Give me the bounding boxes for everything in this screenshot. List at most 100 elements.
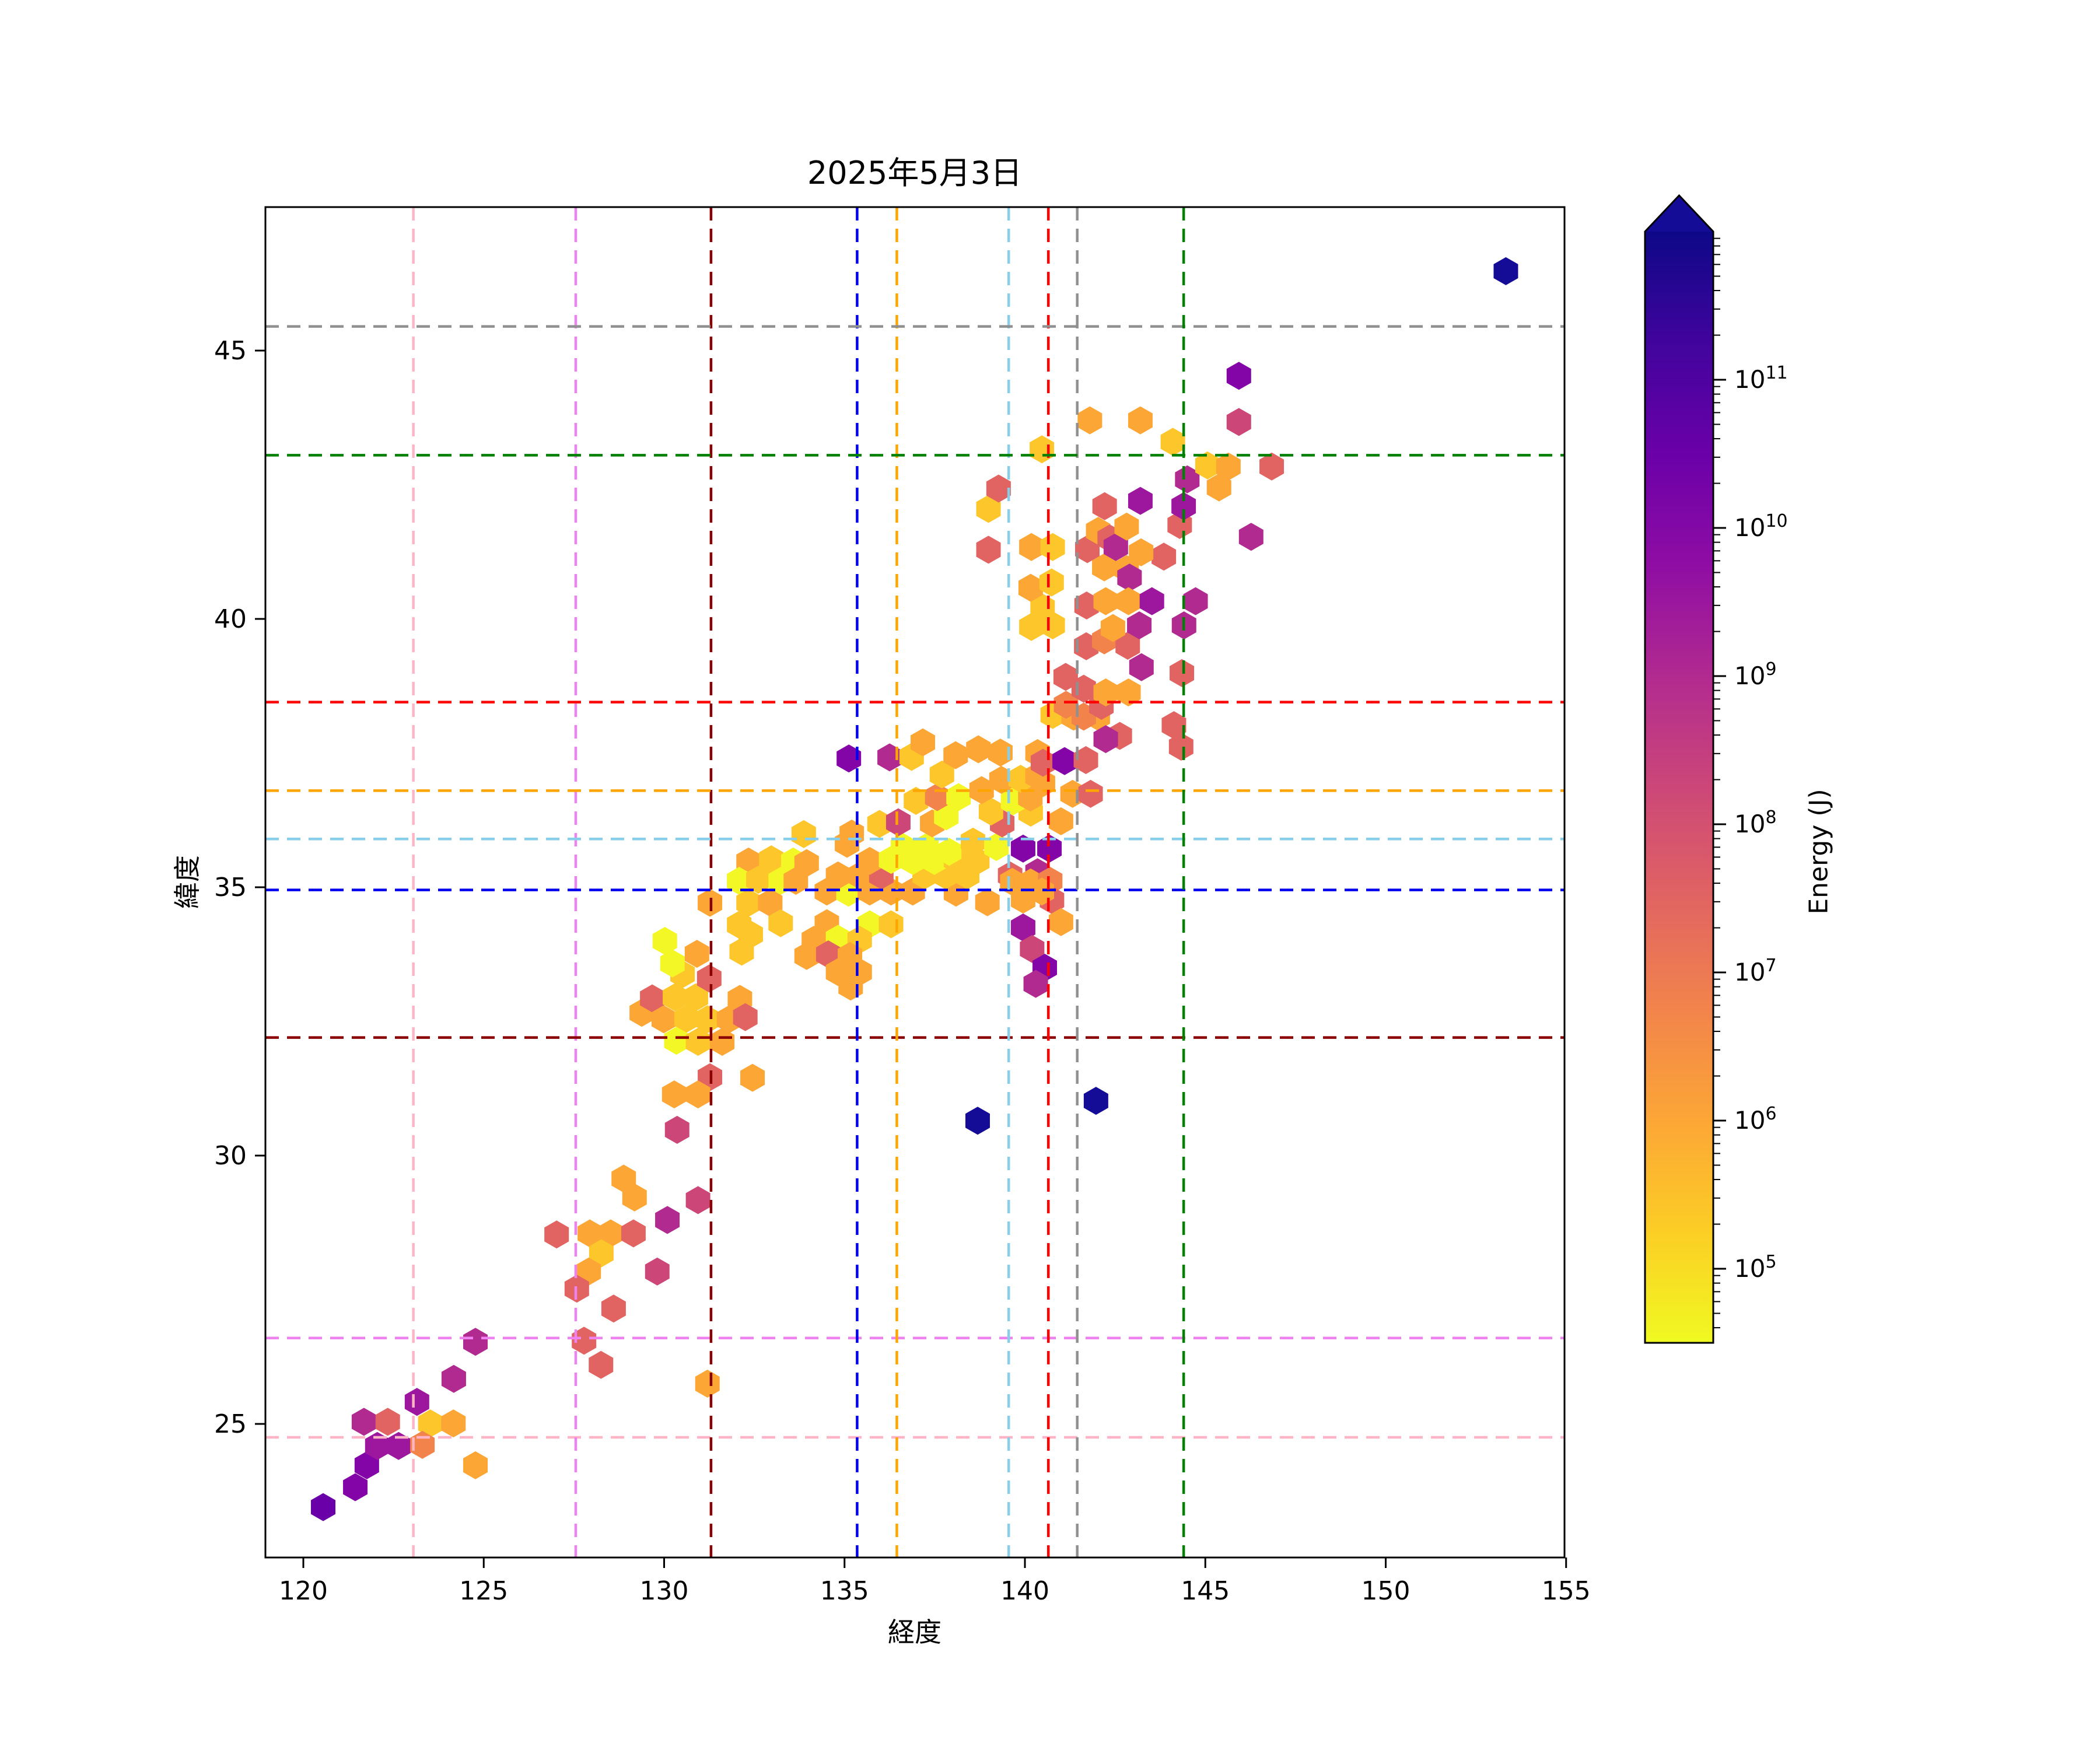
hex-bin: [1129, 653, 1154, 681]
hex-bin: [1195, 451, 1220, 480]
y-tick-label: 35: [214, 873, 247, 902]
hex-bin: [825, 861, 850, 890]
hex-bin: [736, 888, 761, 917]
hex-bin: [1127, 611, 1152, 640]
hex-bin: [1010, 834, 1035, 863]
hex-bin: [1117, 564, 1142, 592]
hex-bin: [1093, 587, 1118, 615]
colorbar-tick-label: 1011: [1734, 363, 1788, 394]
hex-bin: [727, 866, 752, 895]
hex-bin: [1175, 465, 1200, 494]
hex-bin: [685, 1027, 710, 1056]
hex-bin: [1161, 711, 1186, 740]
hex-bin: [1116, 678, 1141, 707]
hex-bin: [1019, 612, 1044, 641]
hex-bin: [1048, 807, 1073, 835]
hex-bin: [1018, 573, 1043, 602]
hex-bin: [1171, 492, 1196, 520]
hex-bin: [684, 940, 709, 968]
colorbar-label: Energy (J): [1804, 789, 1834, 915]
hex-bin: [910, 728, 935, 757]
hex-bin: [645, 1257, 670, 1286]
hex-bin: [463, 1451, 488, 1479]
hex-bin: [386, 1432, 411, 1460]
hex-bin: [858, 846, 883, 875]
hex-bin: [1259, 452, 1284, 481]
colorbar-tick-label: 107: [1734, 956, 1777, 986]
hex-bin: [601, 1294, 626, 1323]
hex-bin: [1103, 533, 1128, 561]
hex-bin: [710, 1027, 735, 1056]
hex-bin: [1114, 512, 1139, 541]
hex-bin: [867, 810, 892, 838]
hex-bin: [976, 536, 1001, 564]
colorbar-tick-label: 1010: [1734, 511, 1788, 542]
hex-bin: [794, 849, 819, 877]
hex-bin: [1083, 1087, 1108, 1115]
hex-bin: [1078, 779, 1103, 808]
hex-bin: [1128, 487, 1153, 515]
hex-bin: [695, 1005, 720, 1034]
hex-bin: [674, 1005, 699, 1033]
x-tick-label: 155: [1542, 1576, 1591, 1606]
hex-bin: [836, 744, 862, 773]
plot-frame: [264, 206, 1566, 1559]
hex-bin: [1020, 935, 1045, 963]
hex-bin: [1493, 257, 1518, 285]
hex-bin: [1037, 834, 1062, 863]
hex-bin: [733, 1003, 758, 1031]
hex-bin: [640, 984, 665, 1013]
hex-bin: [664, 1027, 689, 1055]
x-tick-label: 150: [1362, 1576, 1410, 1606]
hex-bin: [311, 1493, 336, 1521]
x-tick-label: 135: [820, 1576, 869, 1606]
x-tick-label: 140: [1000, 1576, 1049, 1606]
hex-bin: [1023, 970, 1048, 998]
colorbar-tick-label: 108: [1734, 807, 1777, 838]
y-tick-label: 30: [214, 1141, 247, 1171]
hex-bin: [1128, 406, 1153, 435]
hex-bin: [685, 1186, 710, 1214]
hex-bin: [463, 1328, 488, 1356]
hex-bin: [1040, 533, 1065, 561]
plot-contents: [265, 207, 1564, 1558]
hex-bin: [759, 845, 784, 874]
hex-bin: [1048, 908, 1073, 936]
hex-bin: [343, 1473, 368, 1502]
hex-bin: [904, 786, 929, 815]
hex-bin: [365, 1432, 390, 1460]
hex-bin: [578, 1219, 603, 1248]
hex-bin: [404, 1388, 429, 1416]
y-tick-label: 45: [214, 336, 247, 366]
hex-bin: [611, 1164, 636, 1193]
hex-bin: [1039, 568, 1064, 597]
colorbar-tick-label: 109: [1734, 659, 1777, 690]
hex-bin: [1052, 747, 1077, 775]
hex-bin: [1093, 678, 1118, 707]
hex-bin: [589, 1350, 614, 1379]
hex-bin: [758, 888, 783, 917]
hex-bin: [651, 1005, 676, 1034]
hex-bin: [794, 942, 819, 970]
hex-bin: [1073, 746, 1098, 774]
hex-bin: [768, 909, 793, 937]
hex-bin: [943, 741, 968, 769]
hex-bin: [978, 797, 1003, 826]
hex-bin: [572, 1326, 597, 1355]
hex-bin: [418, 1409, 443, 1438]
hex-bin: [1129, 538, 1154, 566]
hex-bin: [966, 735, 991, 764]
x-tick-label: 145: [1181, 1576, 1230, 1606]
hex-bin: [685, 1080, 710, 1109]
plot-title: 2025年5月3日: [807, 155, 1023, 191]
hex-bin: [1168, 732, 1194, 761]
hex-bin: [1093, 725, 1118, 754]
hex-bin: [960, 827, 985, 856]
hex-bin: [1115, 632, 1140, 660]
colorbar-gradient: [1645, 232, 1713, 1343]
hex-bin: [729, 937, 754, 966]
x-tick-label: 130: [640, 1576, 689, 1606]
hex-bin: [976, 495, 1001, 523]
hex-bin: [937, 838, 962, 866]
hex-bin: [1238, 523, 1264, 551]
